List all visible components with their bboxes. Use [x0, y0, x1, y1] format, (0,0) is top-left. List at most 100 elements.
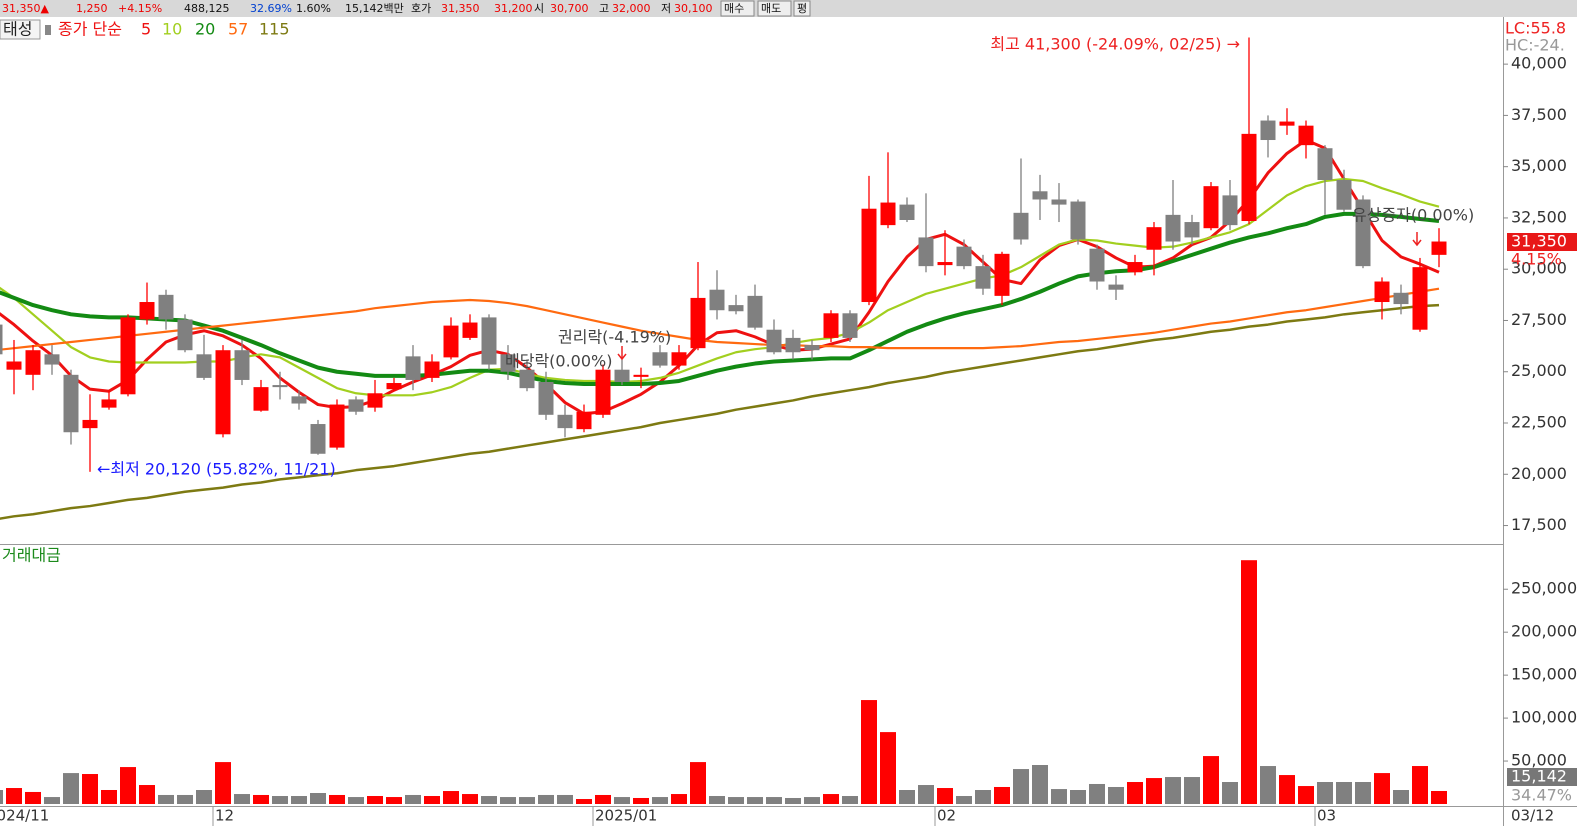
header-button[interactable]: [720, 0, 755, 17]
volume-bar: [25, 791, 41, 804]
header-button-label[interactable]: 매도: [761, 2, 781, 15]
y-tick-label: 17,500: [1511, 515, 1567, 534]
legend-entry: 57: [228, 20, 248, 39]
candle-body: [1298, 125, 1314, 146]
candle-body: [310, 424, 326, 454]
volume-bar: [443, 791, 459, 804]
volume-bar: [405, 794, 421, 804]
volume-bar: [1108, 786, 1124, 804]
volume-bar: [823, 794, 839, 804]
candle-body: [63, 374, 79, 433]
legend-entry: 20: [195, 20, 215, 39]
candle-body: [1260, 120, 1276, 141]
y-tick-label: 100,000: [1511, 708, 1577, 727]
volume-bar: [1070, 789, 1086, 804]
y-tick-label: 35,000: [1511, 156, 1567, 175]
volume-bar: [481, 796, 497, 804]
volume-bar: [557, 794, 573, 804]
header-cell: 488,125: [184, 2, 230, 15]
header-cell: 31,200: [494, 2, 533, 15]
candle-body: [386, 383, 402, 390]
candle-body: [215, 350, 231, 435]
volume-bar: [1336, 782, 1352, 804]
candle-body: [785, 337, 801, 353]
volume-bar: [234, 794, 250, 804]
candle-body: [1412, 267, 1428, 330]
volume-bar: [1298, 786, 1314, 804]
volume-bar: [633, 797, 649, 804]
candle-body: [120, 317, 136, 395]
volume-panel: [0, 560, 1447, 804]
volume-bar: [690, 762, 706, 804]
price-panel: [0, 37, 1447, 520]
volume-bar: [1165, 777, 1181, 804]
annotation: ←최저 20,120 (55.82%, 11/21): [97, 460, 336, 479]
candle-body: [1203, 186, 1219, 229]
volume-bar: [842, 796, 858, 804]
candle-body: [101, 399, 117, 408]
y-tick-label: 32,500: [1511, 207, 1567, 226]
header-cell: 30,700: [550, 2, 589, 15]
volume-bar: [804, 797, 820, 804]
volume-bar: [1203, 756, 1219, 804]
candle-body: [633, 374, 649, 377]
header-button[interactable]: [757, 0, 792, 17]
candle-body: [861, 208, 877, 303]
candle-body: [614, 369, 630, 382]
candle-body: [557, 414, 573, 429]
volume-bar: [272, 796, 288, 804]
x-tick-label: 03: [1317, 807, 1336, 825]
candle-body: [500, 354, 516, 372]
candle-body: [975, 266, 991, 289]
candle-body: [424, 361, 440, 378]
candle-body: [25, 350, 41, 375]
y-tick-label: 250,000: [1511, 579, 1577, 598]
header-button-label[interactable]: 매수: [724, 2, 744, 15]
candle-body: [0, 324, 3, 355]
volume-bar: [728, 797, 744, 804]
event-arrow-head: [617, 353, 627, 361]
y-tick-label: 30,000: [1511, 259, 1567, 278]
candle-body: [1032, 191, 1048, 200]
candle-body: [1241, 133, 1257, 222]
volume-bar: [975, 789, 991, 804]
volume-bar: [310, 793, 326, 804]
candle-body: [538, 381, 554, 415]
header-button[interactable]: [793, 0, 811, 17]
last-volume-label: 15,142: [1511, 767, 1567, 786]
last-price-box: [1507, 233, 1577, 251]
header-cell: 32,000: [612, 2, 651, 15]
candle-body: [1108, 284, 1124, 290]
moving-average-line: [0, 211, 1440, 387]
moving-average-line: [0, 303, 1440, 520]
candle-body: [348, 399, 364, 412]
candle-body: [1279, 121, 1295, 126]
candle-body: [253, 387, 269, 411]
header-cell: 15,142백만: [345, 2, 404, 15]
candle-body: [595, 369, 611, 415]
volume-bar: [82, 774, 98, 804]
y-tick-label: 25,000: [1511, 361, 1567, 380]
volume-bar: [671, 794, 687, 804]
candle-body: [690, 297, 706, 349]
x-tick-label: 2025/01: [595, 807, 657, 825]
annotation: 최고 41,300 (-24.09%, 02/25) →: [990, 35, 1240, 54]
header-cell: 31,350▲: [2, 2, 49, 15]
volume-bar: [652, 797, 668, 804]
legend-entry: 115: [259, 20, 290, 39]
x-tick-label: 02: [937, 807, 956, 825]
ratio-label: 34.47%: [1511, 786, 1572, 805]
volume-bar: [519, 797, 535, 804]
volume-title: 거래대금: [2, 546, 61, 565]
candle-body: [367, 393, 383, 408]
y-tick-label: 20,000: [1511, 464, 1567, 483]
volume-bar: [576, 799, 592, 804]
volume-bar: [1241, 560, 1257, 804]
candle-body: [234, 350, 250, 380]
volume-bar: [329, 794, 345, 804]
header-button-label[interactable]: 평: [797, 2, 807, 15]
volume-bar: [6, 788, 22, 804]
volume-bar: [918, 785, 934, 804]
candle-body: [823, 313, 839, 338]
y-tick-label: 200,000: [1511, 622, 1577, 641]
